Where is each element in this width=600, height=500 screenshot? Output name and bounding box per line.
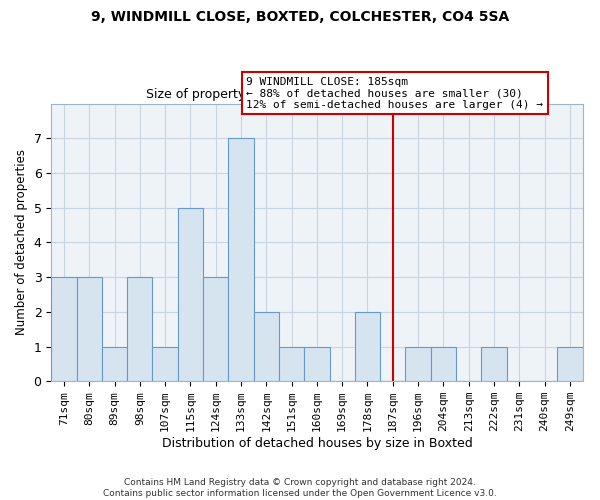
Bar (481, 346, 506, 381)
X-axis label: Distribution of detached houses by size in Boxted: Distribution of detached houses by size … (161, 437, 472, 450)
Bar (178, 208, 203, 381)
Bar (203, 277, 229, 381)
Title: Size of property relative to detached houses in Boxted: Size of property relative to detached ho… (146, 88, 488, 101)
Bar (355, 312, 380, 381)
Bar (304, 346, 329, 381)
Bar (406, 346, 431, 381)
Bar (51, 277, 77, 381)
Bar (431, 346, 456, 381)
Bar (102, 346, 127, 381)
Text: 9, WINDMILL CLOSE, BOXTED, COLCHESTER, CO4 5SA: 9, WINDMILL CLOSE, BOXTED, COLCHESTER, C… (91, 10, 509, 24)
Y-axis label: Number of detached properties: Number of detached properties (15, 150, 28, 336)
Bar (557, 346, 583, 381)
Bar (127, 277, 152, 381)
Bar (254, 312, 279, 381)
Bar (152, 346, 178, 381)
Text: 9 WINDMILL CLOSE: 185sqm
← 88% of detached houses are smaller (30)
12% of semi-d: 9 WINDMILL CLOSE: 185sqm ← 88% of detach… (246, 76, 543, 110)
Bar (279, 346, 304, 381)
Bar (77, 277, 102, 381)
Bar (229, 138, 254, 381)
Text: Contains HM Land Registry data © Crown copyright and database right 2024.
Contai: Contains HM Land Registry data © Crown c… (103, 478, 497, 498)
